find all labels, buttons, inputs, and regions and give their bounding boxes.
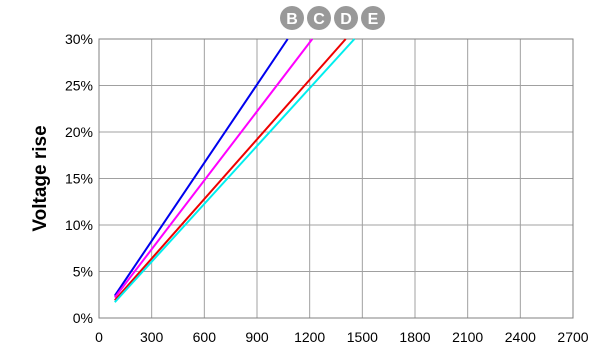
x-tick-label: 2400: [505, 329, 536, 345]
plot-border: [98, 38, 574, 319]
x-tick-label: 2100: [452, 329, 483, 345]
legend-badge-label: C: [313, 11, 325, 28]
x-tick-label: 2700: [557, 329, 588, 345]
legend-badge-label: B: [286, 11, 298, 28]
y-axis-ticks: 0% 5% 10% 15% 20% 25% 30%: [65, 31, 93, 326]
y-axis-label: Voltage rise: [30, 125, 51, 231]
x-tick-label: 0: [95, 329, 103, 345]
legend-badge-e: [361, 6, 385, 30]
legend-badge-d: [334, 6, 358, 30]
legend-badge-b: [280, 6, 304, 30]
y-tick-label: 20%: [65, 124, 93, 140]
grid-lines: [98, 38, 574, 319]
y-tick-label: 30%: [65, 31, 93, 47]
x-tick-label: 1500: [347, 329, 378, 345]
x-tick-label: 1200: [294, 329, 325, 345]
series-line-b: [113, 38, 289, 297]
series-line-d: [114, 38, 347, 301]
legend-badge-c: [307, 6, 331, 30]
x-tick-label: 300: [140, 329, 164, 345]
x-tick-label: 900: [245, 329, 269, 345]
x-tick-label: 600: [193, 329, 217, 345]
x-axis-ticks: 0 300 600 900 1200 1500 1800 2100 2400 2700: [95, 329, 589, 345]
series-line-e: [114, 38, 356, 303]
x-tick-label: 1800: [399, 329, 430, 345]
y-tick-label: 25%: [65, 78, 93, 94]
y-tick-label: 0%: [73, 310, 93, 326]
series-line-c: [114, 38, 314, 299]
legend-badge-label: D: [340, 11, 352, 28]
y-tick-label: 15%: [65, 171, 93, 187]
series-lines: [113, 38, 356, 303]
legend-badge-label: E: [368, 11, 379, 28]
y-tick-label: 10%: [65, 217, 93, 233]
y-tick-label: 5%: [73, 264, 93, 280]
